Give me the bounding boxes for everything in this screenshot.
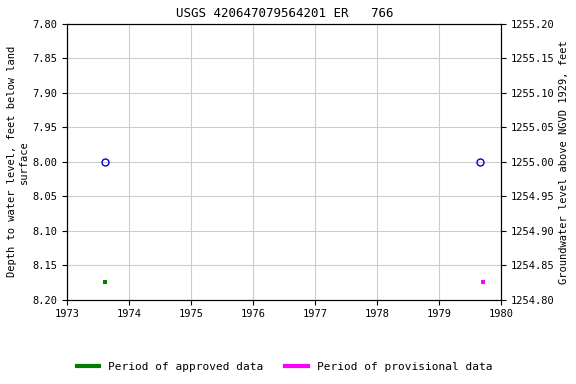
Legend: Period of approved data, Period of provisional data: Period of approved data, Period of provi… bbox=[73, 358, 497, 377]
Y-axis label: Depth to water level, feet below land
surface: Depth to water level, feet below land su… bbox=[7, 46, 29, 277]
Y-axis label: Groundwater level above NGVD 1929, feet: Groundwater level above NGVD 1929, feet bbox=[559, 40, 569, 283]
Title: USGS 420647079564201 ER   766: USGS 420647079564201 ER 766 bbox=[176, 7, 393, 20]
